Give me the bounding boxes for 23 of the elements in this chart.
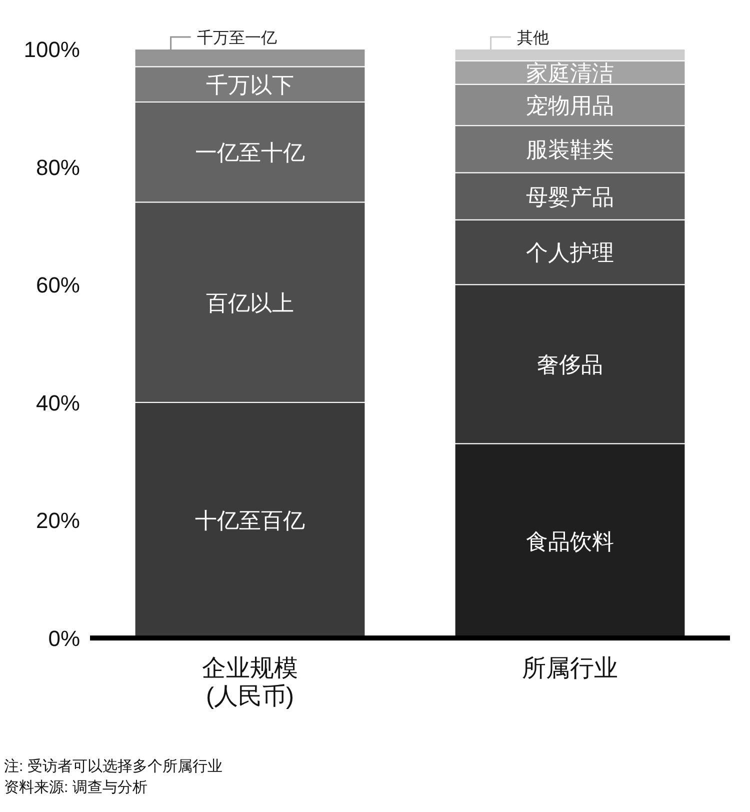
y-tick-label: 60%	[36, 272, 80, 298]
series-label: 百亿以上	[206, 290, 294, 316]
series-label: 母婴产品	[526, 184, 614, 210]
series-label: 千万以下	[206, 72, 294, 98]
series-label: 十亿至百亿	[195, 508, 305, 534]
series-label: 食品饮料	[526, 528, 614, 554]
y-tick-label: 40%	[36, 390, 80, 416]
y-tick-label: 20%	[36, 508, 80, 534]
series-label: 个人护理	[526, 240, 614, 266]
y-tick-label: 80%	[36, 154, 80, 180]
legend-label: 千万至一亿	[196, 29, 277, 47]
y-tick-label: 0%	[48, 626, 80, 651]
series-label: 宠物用品	[526, 92, 614, 118]
x-tick-label: 企业规模 (人民币)	[202, 655, 298, 710]
series-label: 奢侈品	[537, 352, 603, 378]
text: 注: 受访者可以选择多个所属行业	[4, 758, 222, 775]
y-tick-label: 100%	[24, 37, 80, 62]
series-label: 家庭清洁	[526, 60, 614, 86]
x-tick-label: 所属行业	[522, 655, 618, 682]
series-label: 一亿至十亿	[195, 140, 305, 166]
legend-label: 其他	[516, 29, 549, 47]
series-label: 服装鞋类	[526, 137, 614, 162]
text: 资料来源: 调查与分析	[4, 779, 148, 796]
